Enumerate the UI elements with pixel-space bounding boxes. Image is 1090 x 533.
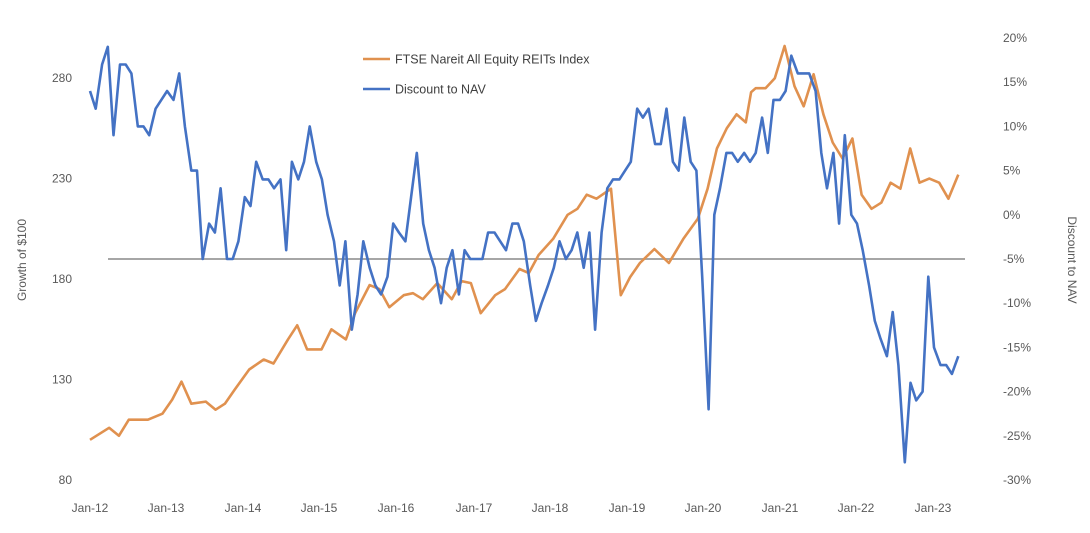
y-right-tick-label: 5% <box>1003 164 1021 178</box>
series-line-ftse-nareit <box>89 44 960 441</box>
legend-label: Discount to NAV <box>395 83 486 97</box>
x-tick-label: Jan-22 <box>838 501 875 515</box>
y-right-tick-label: 15% <box>1003 75 1027 89</box>
x-tick-label: Jan-21 <box>762 501 799 515</box>
x-tick-label: Jan-17 <box>456 501 493 515</box>
y-right-tick-label: -15% <box>1003 340 1031 354</box>
y-right-tick-layer: -30% -25% -20% -15% -10% -5% 0% 5% 10% 15% 20% <box>1003 31 1031 487</box>
x-tick-label: Jan-13 <box>148 501 185 515</box>
y-right-tick-label: -30% <box>1003 473 1031 487</box>
y-left-tick-label: 230 <box>52 172 72 186</box>
series-line-discount-to-nav <box>88 45 960 464</box>
y-right-tick-label: 20% <box>1003 31 1027 45</box>
y-left-tick-layer: 80 130 180 230 280 <box>52 71 72 487</box>
x-tick-label: Jan-18 <box>532 501 569 515</box>
y-axis-left-title: Growth of $100 <box>15 219 29 301</box>
x-tick-label: Jan-15 <box>301 501 338 515</box>
y-left-tick-label: 130 <box>52 373 72 387</box>
y-right-tick-label: -20% <box>1003 385 1031 399</box>
legend-label: FTSE Nareit All Equity REITs Index <box>395 53 590 67</box>
y-right-tick-label: 10% <box>1003 119 1027 133</box>
x-tick-label: Jan-23 <box>915 501 952 515</box>
x-tick-label: Jan-12 <box>72 501 109 515</box>
x-tick-label: Jan-14 <box>225 501 262 515</box>
x-tick-label: Jan-16 <box>378 501 415 515</box>
x-tick-label: Jan-19 <box>609 501 646 515</box>
x-tick-label: Jan-20 <box>685 501 722 515</box>
x-tick-layer: Jan-12 Jan-13 Jan-14 Jan-15 Jan-16 Jan-17 Jan-… <box>72 501 952 515</box>
y-right-tick-label: -5% <box>1003 252 1025 266</box>
legend: FTSE Nareit All Equity REITs Index Discou… <box>363 53 590 97</box>
y-right-tick-label: -25% <box>1003 429 1031 443</box>
y-left-tick-label: 80 <box>59 473 73 487</box>
y-left-tick-label: 180 <box>52 272 72 286</box>
y-left-tick-label: 280 <box>52 71 72 85</box>
series-layer <box>88 44 960 464</box>
y-right-tick-label: -10% <box>1003 296 1031 310</box>
y-axis-right-title: Discount to NAV <box>1065 216 1079 303</box>
y-right-tick-label: 0% <box>1003 208 1021 222</box>
